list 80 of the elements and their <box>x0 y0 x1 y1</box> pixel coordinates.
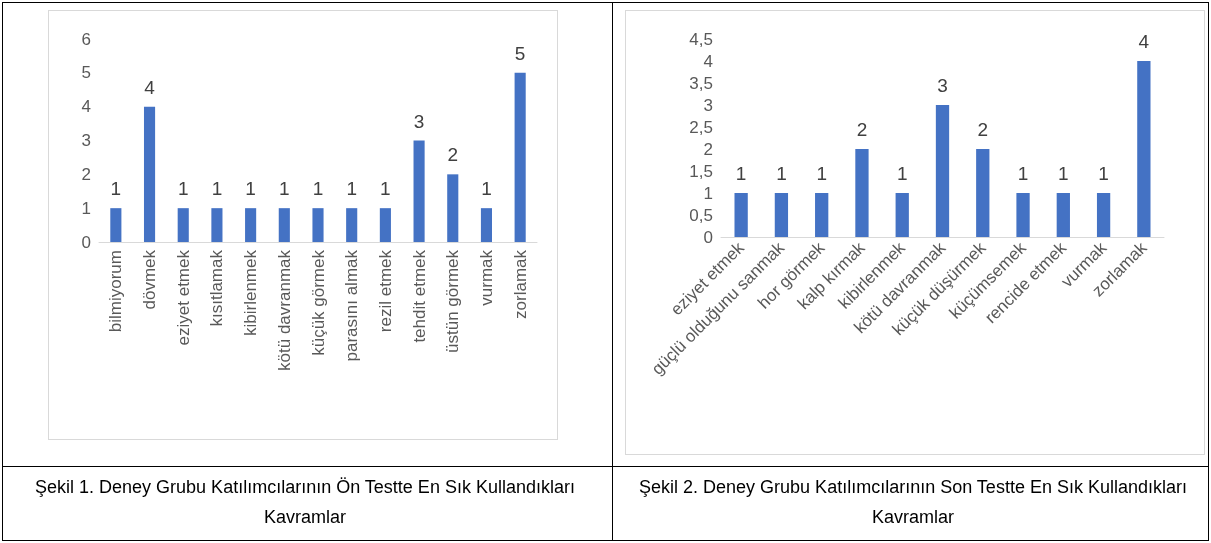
data-label: 4 <box>1138 31 1150 52</box>
bar <box>895 193 909 237</box>
x-tick-label: eziyet etmek <box>173 249 193 346</box>
y-tick-label: 4 <box>703 51 713 71</box>
bar <box>480 208 493 242</box>
y-tick-label: 1 <box>703 183 713 203</box>
y-tick-label: 5 <box>81 63 91 83</box>
x-tick-label: rezil etmek <box>375 249 395 333</box>
bar <box>1016 193 1030 237</box>
x-tick-label: tehdit etmek <box>409 249 429 343</box>
data-label: 1 <box>346 178 357 200</box>
data-label: 1 <box>312 178 324 200</box>
data-label: 1 <box>1017 163 1029 184</box>
bar <box>245 208 257 242</box>
data-label: 1 <box>481 178 492 200</box>
y-tick-label: 0 <box>81 232 91 252</box>
bar <box>143 106 156 242</box>
data-label: 1 <box>816 163 827 184</box>
x-tick-label: kısıtlamak <box>207 249 227 327</box>
data-label: 1 <box>896 163 908 184</box>
bar <box>976 149 990 237</box>
x-tick-label: vurmak <box>476 249 496 306</box>
bar <box>447 174 459 242</box>
y-tick-label: 0 <box>703 227 713 247</box>
bar <box>110 208 122 242</box>
bar <box>1137 61 1151 237</box>
bar <box>346 208 358 242</box>
y-tick-label: 1,5 <box>689 161 713 181</box>
y-tick-label: 2 <box>703 139 713 159</box>
y-tick-label: 3 <box>81 131 91 150</box>
y-tick-label: 4,5 <box>689 29 713 49</box>
data-label: 1 <box>110 178 122 200</box>
data-label: 1 <box>177 178 189 200</box>
x-tick-label: küçük görmek <box>308 249 328 356</box>
y-tick-label: 0,5 <box>689 205 713 225</box>
y-tick-label: 4 <box>81 97 91 117</box>
bar <box>855 149 869 237</box>
x-tick-label: dövmek <box>140 249 160 310</box>
bar <box>1096 193 1111 237</box>
bar <box>935 105 950 237</box>
y-tick-label: 2 <box>81 164 91 184</box>
data-label: 1 <box>735 163 747 184</box>
data-label: 2 <box>447 144 459 166</box>
y-tick-label: 6 <box>81 29 91 49</box>
data-label: 1 <box>211 178 223 200</box>
data-label: 2 <box>977 119 989 140</box>
data-label: 1 <box>380 178 391 200</box>
x-tick-label: bilmiyorum <box>106 250 126 333</box>
bar <box>413 140 425 242</box>
data-label: 1 <box>1098 163 1109 184</box>
bar <box>514 72 526 242</box>
y-tick-label: 2,5 <box>689 117 713 137</box>
x-tick-label: kibirlenmek <box>241 249 261 336</box>
x-tick-label: zorlamak <box>510 249 530 319</box>
data-label: 3 <box>937 75 948 96</box>
data-label: 1 <box>776 163 787 184</box>
bar <box>312 208 324 242</box>
bar <box>774 193 789 237</box>
bar <box>278 208 290 242</box>
y-tick-label: 3,5 <box>689 73 713 93</box>
data-label: 4 <box>144 76 156 98</box>
data-label: 1 <box>1058 163 1069 184</box>
bar <box>734 193 748 237</box>
y-tick-label: 1 <box>81 198 91 218</box>
data-label: 3 <box>413 110 425 132</box>
bar <box>1056 193 1070 237</box>
text: Şekil 2. Deney Grubu Katılımcılarının Son Testte En Sık Kullandıkları Kavramlar <box>638 476 1188 529</box>
y-tick-label: 3 <box>703 95 713 115</box>
x-tick-label: parasını almak <box>342 249 362 362</box>
bar <box>815 193 829 237</box>
bar <box>177 208 189 242</box>
text: Şekil 1. Deney Grubu Katılımcılarının Ön Testte En Sık Kullandıkları Kavramlar <box>34 476 576 529</box>
bar <box>379 208 391 242</box>
x-tick-label: kötü davranmak <box>274 249 294 371</box>
x-tick-label: üstün görmek <box>443 249 463 353</box>
data-label: 2 <box>856 119 868 140</box>
bar <box>211 208 223 242</box>
data-label: 1 <box>279 178 290 200</box>
data-label: 5 <box>514 42 526 64</box>
data-label: 1 <box>245 178 256 200</box>
